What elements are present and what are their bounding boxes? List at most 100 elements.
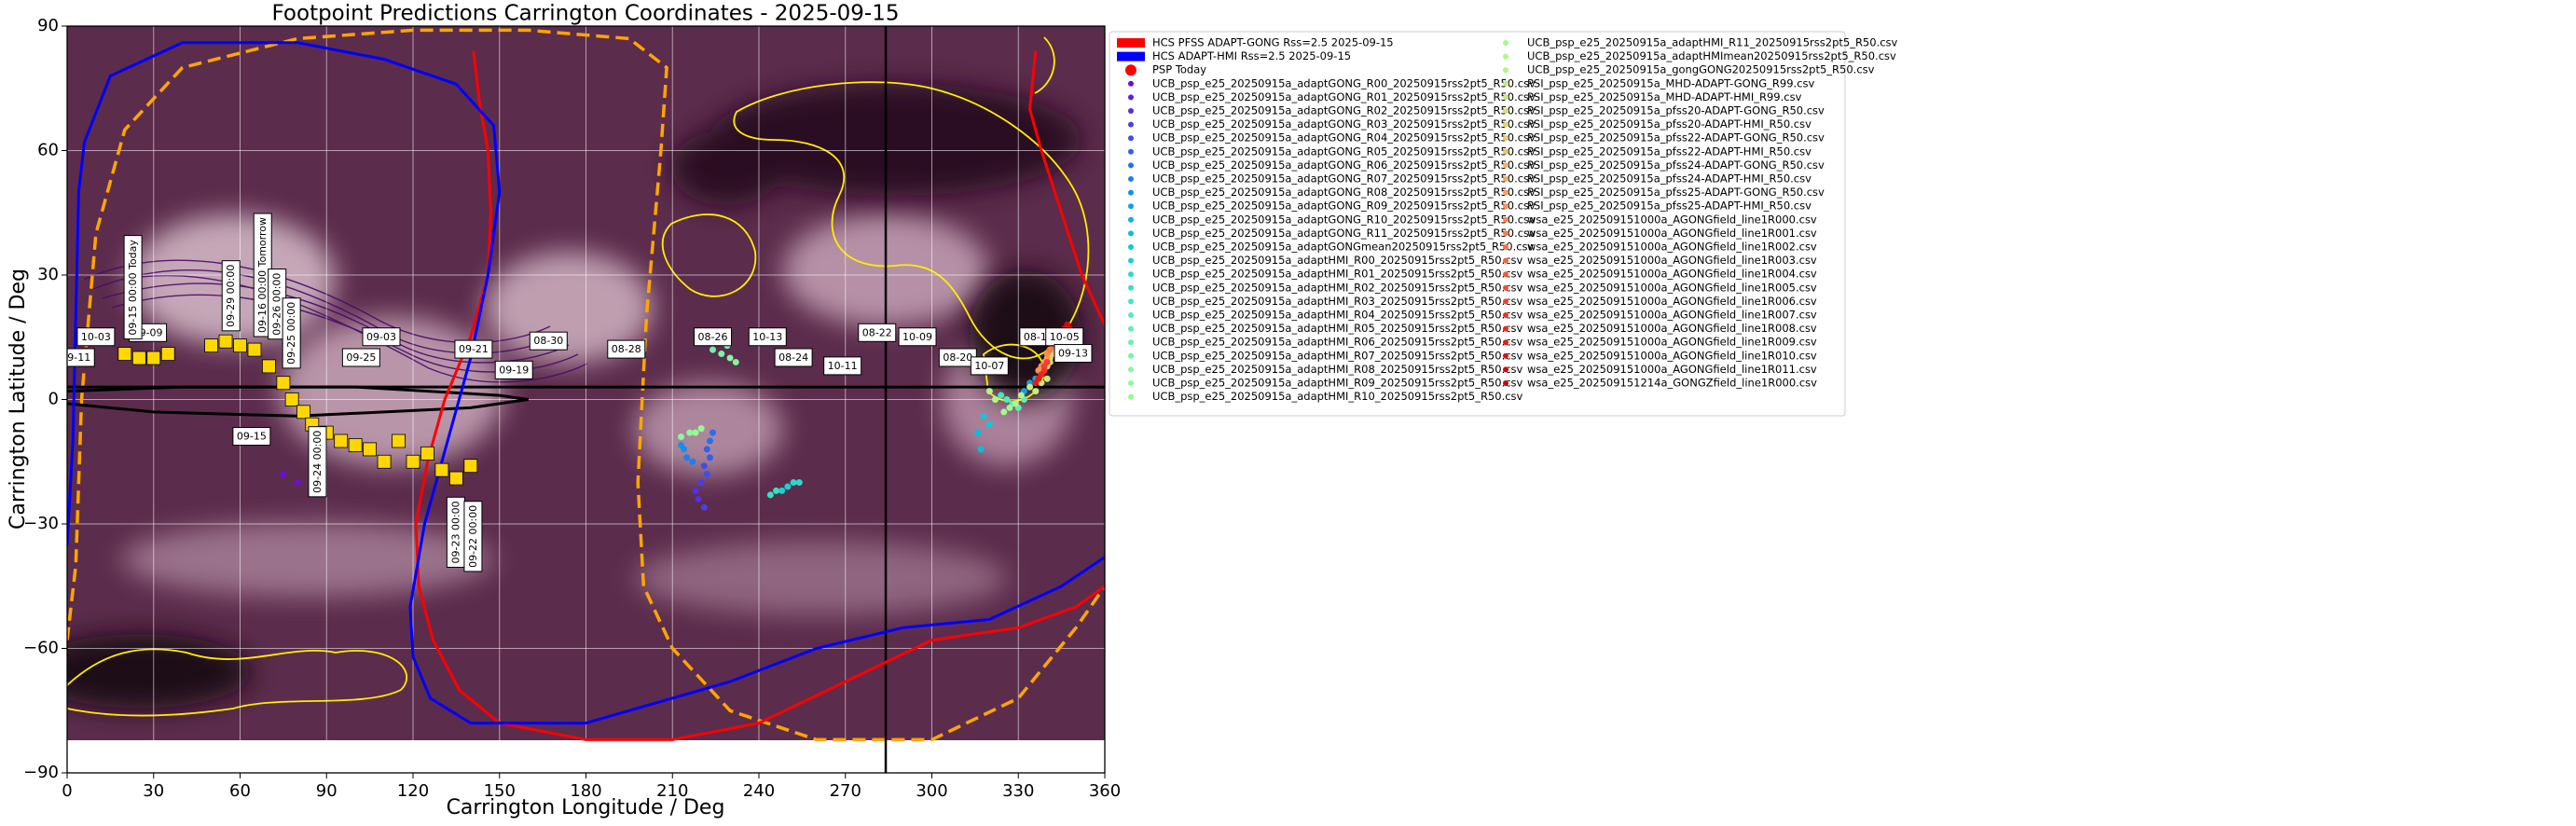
- date-annotation: 10-09: [898, 327, 937, 347]
- legend-label: UCB_psp_e25_20250915a_adaptHMI_R09_20250…: [1152, 377, 1523, 390]
- legend-swatch: [1128, 121, 1134, 128]
- annotation-text: 08-20: [943, 351, 972, 364]
- x-tick-label: 0: [62, 781, 72, 801]
- point: [683, 454, 691, 461]
- legend-label: UCB_psp_e25_20250915a_adaptHMI_R06_20250…: [1152, 336, 1523, 349]
- date-annotation: 09-11: [61, 348, 95, 367]
- legend-label: wsa_e25_202509151000a_AGONGfield_line1R0…: [1527, 336, 1817, 349]
- y-tick-label: 0: [48, 390, 59, 409]
- legend-swatch: [1503, 162, 1508, 169]
- point: [778, 487, 786, 494]
- x-tick-label: 300: [916, 781, 947, 801]
- x-tick-label: 120: [397, 781, 429, 801]
- legend-label: UCB_psp_e25_20250915a_adaptGONG_R07_2025…: [1152, 172, 1536, 186]
- annotation-text: 08-28: [612, 343, 641, 355]
- footpoint: [377, 454, 392, 469]
- point: [709, 346, 717, 353]
- point: [706, 454, 713, 461]
- point: [784, 483, 792, 490]
- legend-swatch: [1117, 51, 1145, 62]
- point: [790, 479, 797, 486]
- annotation-text: 09-13: [1058, 348, 1088, 360]
- legend-swatch: [1128, 135, 1134, 142]
- legend-label: wsa_e25_202509151000a_AGONGfield_line1R0…: [1527, 349, 1817, 362]
- annotation-text: 09-25: [346, 351, 376, 364]
- point: [700, 462, 708, 470]
- date-annotation: 09-15 00:00 Today: [123, 235, 143, 340]
- legend-swatch: [1503, 366, 1508, 373]
- legend-swatch: [1128, 80, 1134, 87]
- legend-swatch: [1128, 108, 1134, 114]
- point: [732, 358, 739, 365]
- date-annotation: 09-19: [494, 360, 533, 379]
- point: [726, 354, 734, 362]
- legend-label: UCB_psp_e25_20250915a_adaptGONG_R10_2025…: [1152, 213, 1536, 226]
- point: [706, 437, 713, 445]
- legend-swatch: [1117, 38, 1145, 48]
- legend-label: UCB_psp_e25_20250915a_adaptGONG_R11_2025…: [1152, 227, 1536, 240]
- annotation-text: 10-07: [974, 360, 1004, 372]
- legend-swatch: [1503, 325, 1508, 332]
- hcs-line: [414, 50, 1105, 741]
- annotation-box: [970, 356, 1009, 376]
- date-annotation: 10-03: [76, 327, 116, 347]
- footpoint: [463, 459, 478, 474]
- legend-label: UCB_psp_e25_20250915a_adaptGONGmean20250…: [1152, 241, 1535, 254]
- footpoint: [348, 438, 363, 452]
- legend-swatch: [1503, 216, 1508, 223]
- annotation-box: [362, 327, 401, 347]
- annotation-box: [341, 348, 380, 367]
- legend-swatch: [1503, 67, 1508, 74]
- legend-label: UCB_psp_e25_20250915a_adaptHMI_R07_20250…: [1152, 349, 1523, 362]
- annotation-text: 09-11: [61, 351, 90, 364]
- legend-label: PSI_psp_e25_20250915a_pfss24-ADAPT-HMI_R…: [1527, 172, 1811, 186]
- legend-label: UCB_psp_e25_20250915a_adaptGONG_R04_2025…: [1152, 131, 1536, 145]
- footpoint: [204, 338, 218, 353]
- point: [1012, 400, 1019, 407]
- legend-label: PSI_psp_e25_20250915a_pfss24-ADAPT-GONG_…: [1527, 158, 1825, 172]
- legend-swatch: [1503, 176, 1508, 182]
- annotation-text: 10-11: [828, 360, 858, 372]
- legend-label: wsa_e25_202509151000a_AGONGfield_line1R0…: [1527, 295, 1817, 308]
- x-tick-label: 210: [656, 781, 688, 801]
- legend-swatch: [1503, 230, 1508, 237]
- legend-swatch: [1128, 325, 1134, 332]
- annotation-box: [774, 348, 813, 367]
- line: [67, 385, 529, 418]
- legend-swatch: [1503, 271, 1508, 278]
- legend-label: wsa_e25_202509151000a_AGONGfield_line1R0…: [1527, 254, 1817, 267]
- legend-label: PSI_psp_e25_20250915a_pfss20-ADAPT-GONG_…: [1527, 104, 1825, 117]
- annotation-box: [823, 356, 862, 376]
- legend-label: PSI_psp_e25_20250915a_pfss25-ADAPT-HMI_R…: [1527, 200, 1811, 213]
- date-annotation: 08-26: [694, 327, 733, 347]
- legend-swatch: [1503, 80, 1508, 87]
- legend: HCS PFSS ADAPT-GONG Rss=2.5 2025-09-15HC…: [1109, 31, 1898, 417]
- annotation-box: [898, 327, 937, 347]
- legend-swatch: [1503, 244, 1508, 250]
- legend-label: wsa_e25_202509151000a_AGONGfield_line1R0…: [1527, 309, 1817, 322]
- annotation-box: [454, 339, 493, 359]
- annotation-text: 09-19: [499, 364, 529, 376]
- annotation-text: 09-22 00:00: [467, 505, 479, 568]
- legend-swatch: [1503, 380, 1508, 386]
- x-tick-label: 240: [743, 781, 775, 801]
- x-axis-label: Carrington Longitude / Deg: [447, 796, 725, 819]
- legend-label: wsa_e25_202509151000a_AGONGfield_line1R0…: [1527, 322, 1817, 335]
- annotation-text: 10-03: [81, 331, 111, 343]
- footpoint: [392, 434, 406, 448]
- legend-label: wsa_e25_202509151000a_AGONGfield_line1R0…: [1527, 213, 1817, 226]
- footpoint: [146, 351, 161, 365]
- annotation-text: 09-24 00:00: [311, 431, 324, 493]
- x-tick-label: 90: [316, 781, 337, 801]
- date-annotation: 08-24: [774, 348, 813, 367]
- point: [692, 429, 699, 436]
- legend-swatch: [1503, 189, 1508, 196]
- legend-swatch: [1128, 298, 1134, 305]
- point: [678, 434, 685, 441]
- legend-swatch: [1128, 162, 1134, 169]
- annotation-box: [694, 327, 733, 347]
- y-tick-label: −90: [23, 763, 59, 782]
- point: [977, 446, 985, 453]
